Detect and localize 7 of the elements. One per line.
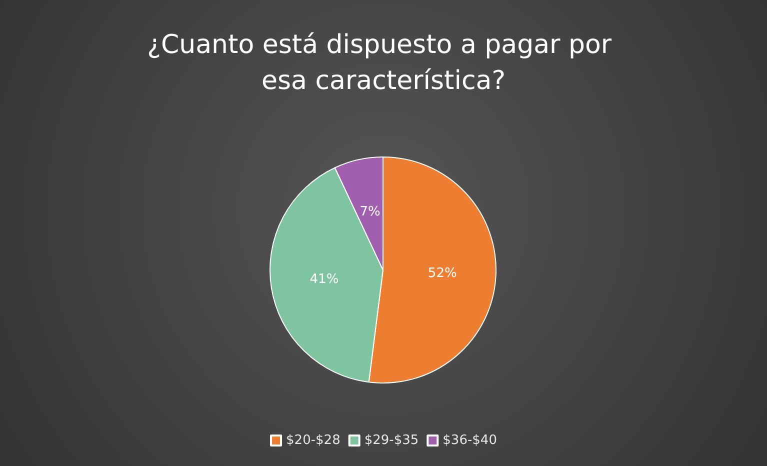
legend-label: $20-$28 bbox=[286, 433, 340, 448]
data-label: 7% bbox=[360, 204, 380, 220]
legend-label: $36-$40 bbox=[442, 433, 497, 448]
legend-label: $29-$35 bbox=[364, 433, 419, 448]
data-label: 41% bbox=[310, 272, 339, 287]
data-label: 52% bbox=[428, 266, 457, 282]
chart-title: ¿Cuanto está dispuesto a pagar por esa característica? bbox=[147, 30, 620, 96]
